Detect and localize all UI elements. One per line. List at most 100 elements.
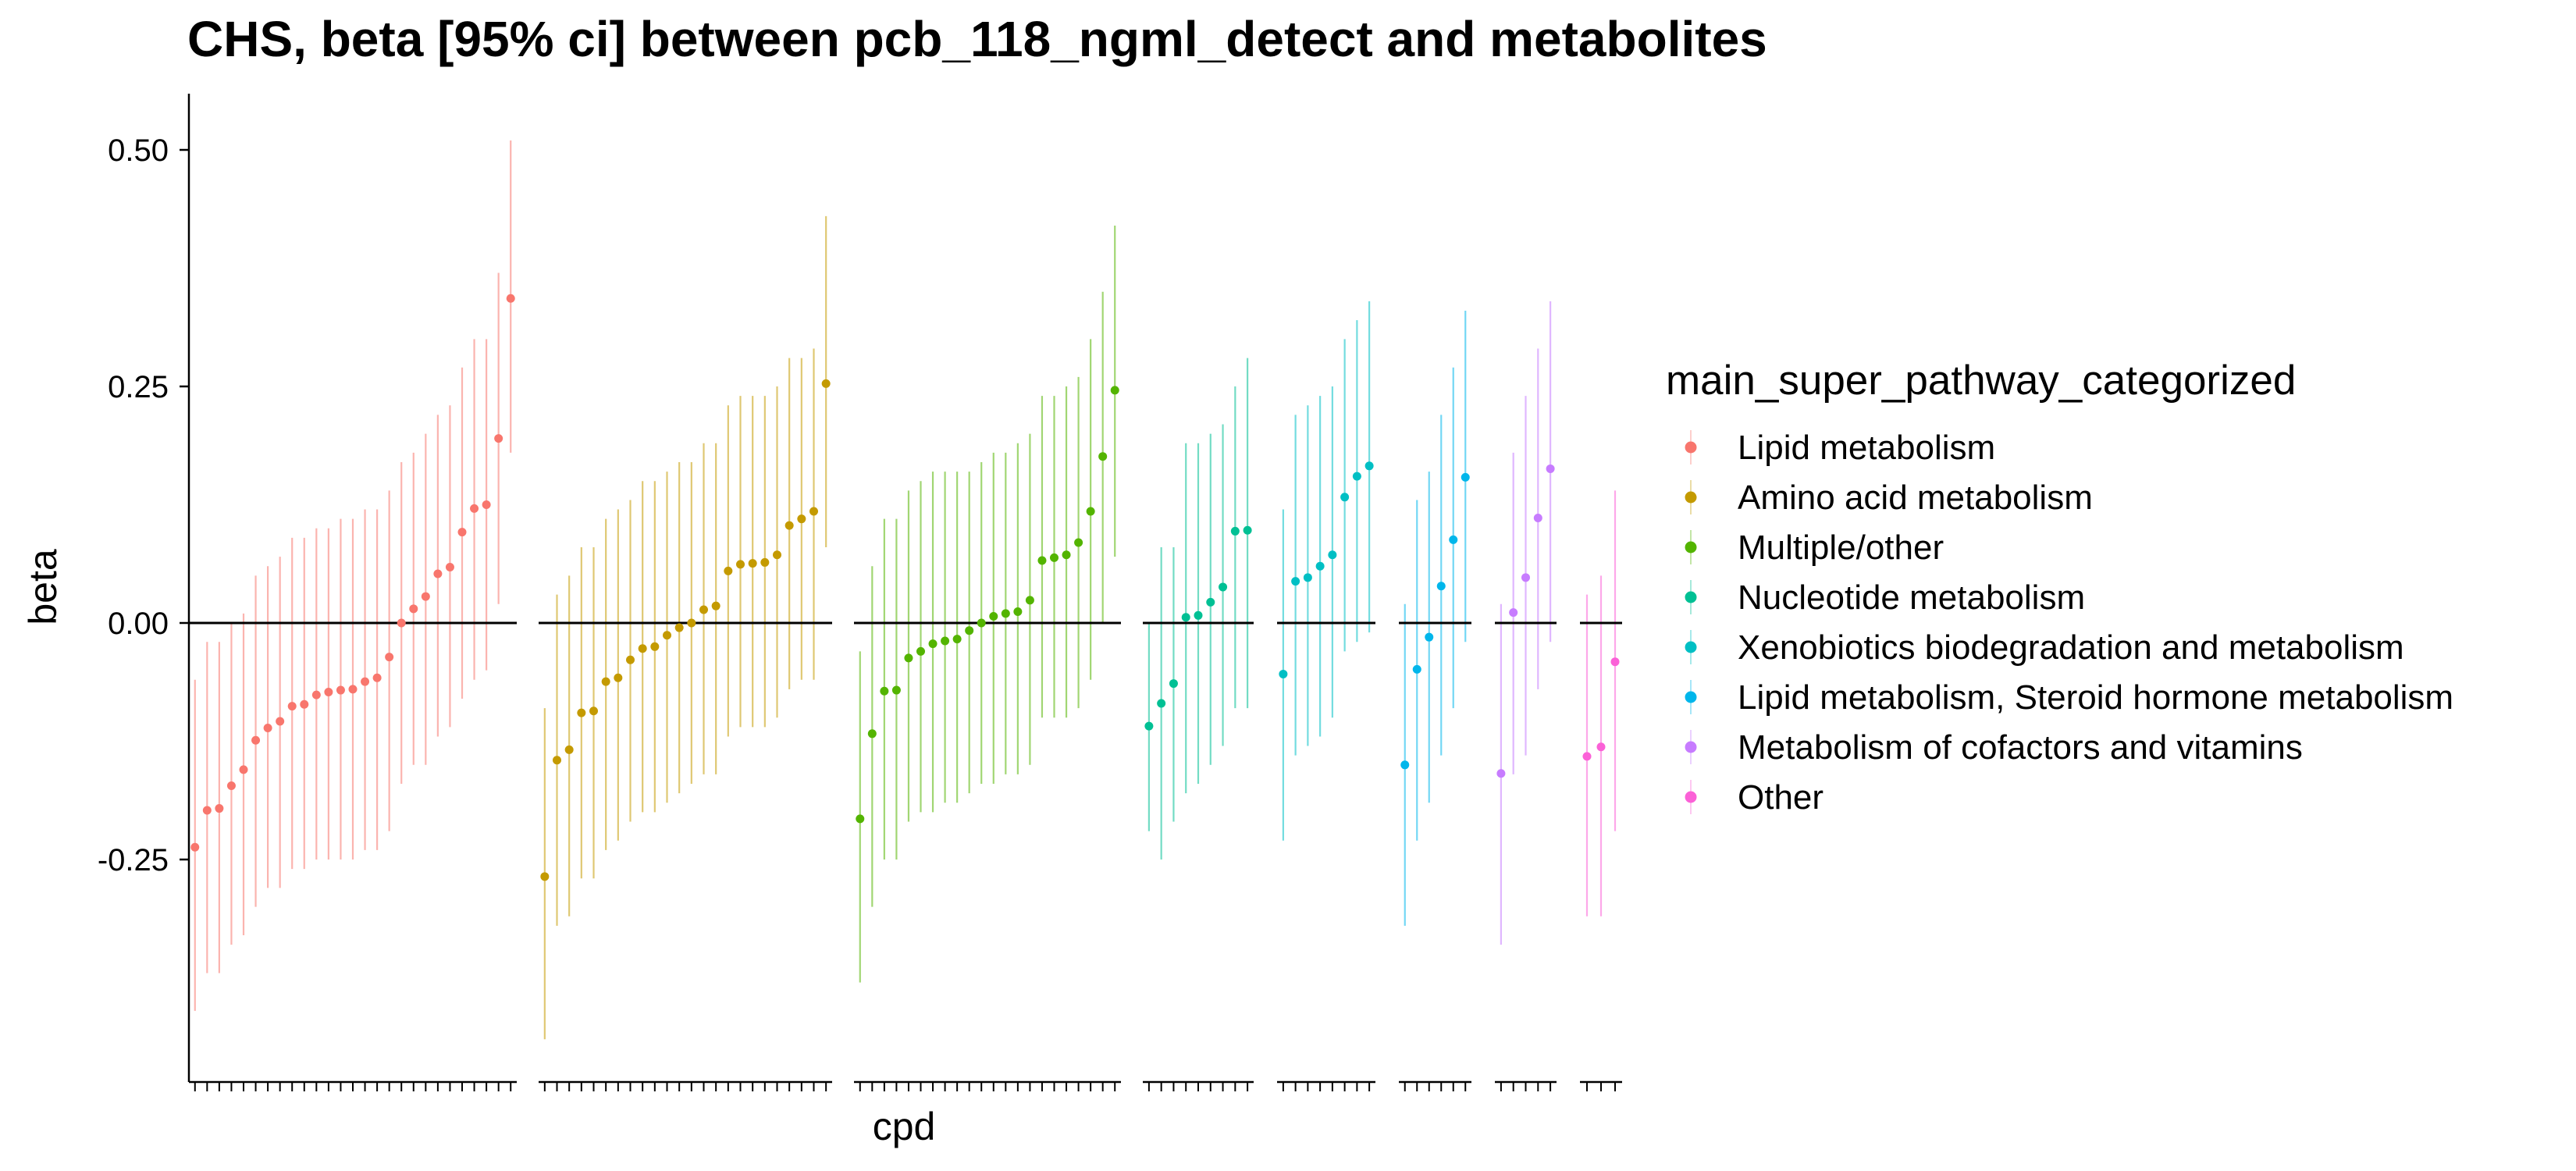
data-point: [626, 655, 635, 664]
data-point: [287, 702, 297, 711]
data-point: [1412, 664, 1421, 674]
legend-key: [1685, 741, 1697, 753]
data-point: [821, 379, 831, 388]
data-point: [300, 699, 309, 709]
chart-title: CHS, beta [95% ci] between pcb_118_ngml_…: [187, 11, 1767, 67]
data-point: [239, 765, 248, 774]
data-point: [577, 708, 586, 717]
legend-label: Amino acid metabolism: [1738, 479, 2093, 517]
legend-label: Nucleotide metabolism: [1738, 578, 2085, 617]
data-point: [856, 814, 865, 824]
data-point: [1194, 610, 1203, 620]
series-group: [1495, 301, 1557, 945]
data-point: [711, 601, 720, 610]
data-point: [1582, 752, 1592, 761]
y-tick-label: -0.25: [98, 843, 169, 877]
series-group: [1580, 490, 1622, 917]
data-point: [263, 724, 272, 733]
data-point: [1157, 699, 1166, 708]
data-point: [494, 434, 503, 443]
plot-panel: [189, 140, 1622, 1040]
data-point: [324, 687, 333, 696]
data-point: [421, 592, 430, 601]
data-point: [1110, 386, 1119, 395]
data-point: [1546, 464, 1555, 473]
data-point: [1074, 538, 1083, 547]
data-point: [1436, 582, 1446, 591]
series-group: [189, 140, 517, 1011]
data-point: [1596, 742, 1606, 752]
x-axis: [189, 1080, 1622, 1091]
legend-label: Other: [1738, 778, 1823, 817]
data-point: [1086, 507, 1095, 516]
legend-key: [1685, 541, 1697, 553]
data-point: [1364, 461, 1374, 471]
data-point: [1279, 669, 1288, 678]
data-point: [1425, 632, 1434, 642]
data-point: [1206, 597, 1215, 607]
data-point: [506, 294, 515, 303]
data-point: [589, 707, 598, 716]
data-point: [891, 685, 901, 695]
series-group: [539, 215, 832, 1040]
data-point: [797, 514, 806, 524]
data-point: [190, 842, 200, 852]
data-point: [650, 642, 660, 651]
data-point: [564, 745, 574, 754]
data-point: [785, 521, 794, 530]
data-point: [470, 504, 479, 513]
data-point: [457, 528, 467, 537]
data-point: [638, 644, 647, 653]
data-point: [1496, 769, 1506, 778]
y-tick-label: 0.50: [108, 133, 169, 168]
data-point: [361, 677, 370, 686]
legend-label: Xenobiotics biodegradation and metabolis…: [1738, 628, 2404, 667]
data-point: [251, 735, 261, 745]
data-point: [1533, 513, 1542, 522]
data-point: [311, 690, 321, 699]
data-point: [1169, 679, 1178, 689]
data-point: [1219, 582, 1228, 592]
data-point: [867, 729, 877, 739]
data-point: [989, 612, 998, 621]
data-point: [1098, 452, 1108, 461]
data-point: [202, 806, 212, 815]
data-point: [1315, 561, 1325, 571]
data-point: [372, 673, 382, 682]
data-point: [699, 605, 708, 614]
data-point: [724, 566, 733, 575]
data-point: [1037, 556, 1047, 565]
data-point: [1303, 573, 1312, 582]
data-point: [809, 507, 818, 516]
legend-title: main_super_pathway_categorized: [1666, 358, 2296, 404]
data-point: [1243, 525, 1252, 535]
data-point: [1352, 472, 1361, 481]
y-tick-label: 0.00: [108, 607, 169, 641]
data-point: [1013, 607, 1023, 616]
data-point: [952, 635, 962, 644]
data-point: [1509, 608, 1518, 618]
data-point: [226, 781, 236, 790]
data-point: [965, 626, 974, 635]
data-point: [336, 685, 345, 695]
data-point: [748, 559, 757, 568]
legend-label: Lipid metabolism, Steroid hormone metabo…: [1738, 678, 2453, 717]
legend-label: Lipid metabolism: [1738, 429, 1995, 467]
y-axis-title: beta: [21, 549, 65, 625]
series-group: [1399, 311, 1471, 926]
data-point: [1050, 553, 1059, 562]
data-point: [916, 646, 925, 656]
data-point: [736, 560, 745, 569]
data-point: [614, 673, 623, 682]
data-point: [1340, 493, 1350, 502]
data-point: [1400, 760, 1410, 770]
data-point: [687, 618, 696, 628]
data-point: [1025, 596, 1034, 605]
data-point: [1449, 535, 1458, 544]
data-point: [1328, 550, 1337, 560]
legend-key: [1685, 691, 1697, 703]
data-point: [1521, 573, 1530, 582]
legend-key: [1685, 591, 1697, 603]
data-point: [553, 756, 561, 765]
